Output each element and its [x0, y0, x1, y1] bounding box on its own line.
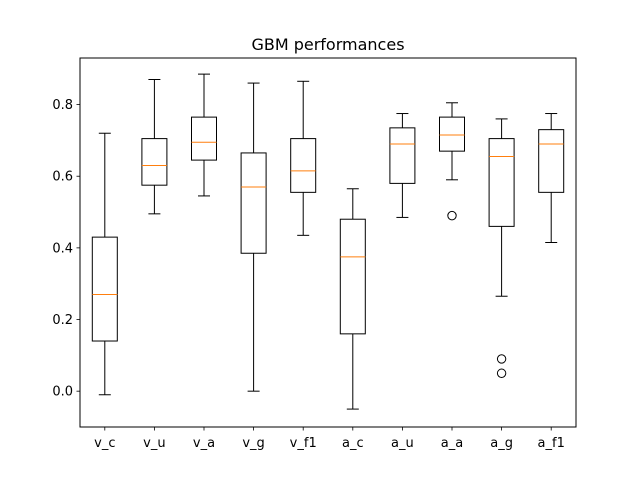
outlier-point [496, 354, 507, 364]
iqr-box [191, 116, 217, 161]
iqr-box [488, 138, 515, 227]
iqr-box [439, 116, 465, 152]
y-tick-label: 0.8 [52, 98, 73, 113]
y-tick-label: 0.4 [52, 241, 73, 256]
x-tick-label: a_a [441, 436, 463, 451]
x-tick-label: a_c [342, 436, 364, 451]
x-tick-label: v_g [242, 436, 264, 451]
iqr-box [141, 138, 168, 186]
iqr-box [339, 218, 366, 335]
iqr-box [91, 236, 118, 342]
axes-frame [79, 57, 577, 428]
x-axis: v_c v_u v_a v_g v_f1 a_c a_u a_a a_g a_f1 [94, 427, 565, 451]
x-tick-label: a_f1 [538, 436, 565, 451]
box-group-a_f1 [538, 113, 565, 243]
plot-area [91, 73, 565, 410]
x-tick-label: v_u [143, 436, 165, 451]
x-tick-label: a_u [391, 436, 414, 451]
y-tick-label: 0.0 [52, 385, 73, 400]
iqr-box [389, 127, 416, 184]
iqr-box [290, 138, 317, 193]
outlier-point [447, 210, 457, 221]
box-group-v_u [141, 78, 168, 215]
box-group-v_g [240, 82, 267, 392]
x-tick-label: a_g [490, 436, 513, 451]
box-group-a_a [439, 102, 465, 221]
box-group-a_u [389, 113, 416, 218]
iqr-box [240, 152, 267, 254]
box-group-v_f1 [290, 80, 317, 236]
x-tick-label: v_a [193, 436, 215, 451]
y-axis: 0.0 0.2 0.4 0.6 0.8 [52, 98, 80, 400]
box-group-a_g [488, 118, 515, 378]
chart-title: GBM performances [251, 35, 404, 54]
x-tick-label: v_c [94, 436, 115, 451]
y-tick-label: 0.6 [52, 170, 73, 185]
box-group-v_a [191, 73, 217, 197]
x-tick-label: v_f1 [290, 436, 317, 451]
box-group-a_c [339, 188, 366, 410]
box-group-v_c [91, 132, 118, 396]
iqr-box [538, 129, 565, 193]
outlier-point [496, 368, 507, 378]
y-tick-label: 0.2 [52, 313, 73, 328]
